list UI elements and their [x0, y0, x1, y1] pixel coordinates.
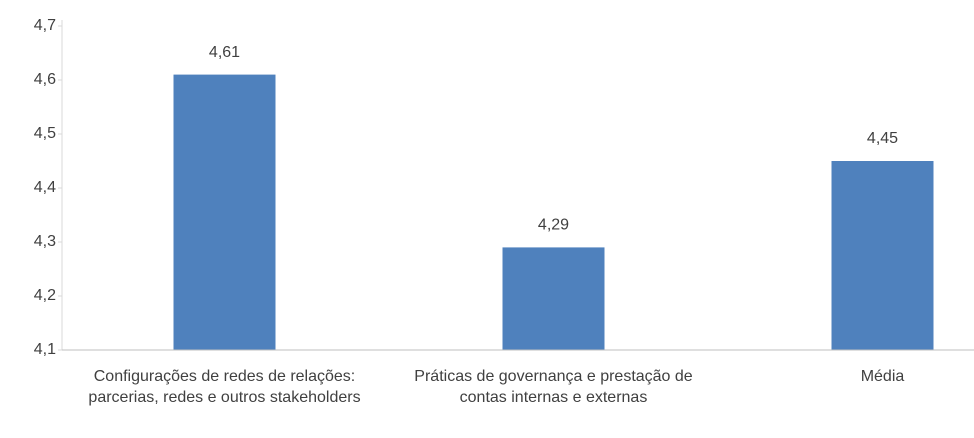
y-tick-label: 4,7	[34, 17, 56, 34]
y-tick-label: 4,6	[34, 71, 56, 88]
bar	[173, 74, 276, 350]
x-tick-label-box: Configurações de redes de relações: parc…	[88, 368, 361, 406]
y-tick-label: 4,5	[34, 125, 56, 142]
x-tick-label-box: Média	[860, 368, 905, 385]
x-tick-label: Média	[860, 368, 905, 385]
y-tick-label: 4,1	[34, 341, 56, 358]
y-tick-label: 4,4	[34, 179, 56, 196]
x-tick-label-box: Práticas de governança e prestação de co…	[414, 368, 693, 406]
data-label: 4,45	[867, 130, 898, 147]
bar	[831, 161, 934, 350]
x-tick-label: Práticas de governança e prestação de co…	[414, 368, 693, 406]
y-tick-label: 4,2	[34, 287, 56, 304]
y-tick-label: 4,3	[34, 233, 56, 250]
x-tick-label: Configurações de redes de relações: parc…	[88, 368, 361, 406]
bar	[502, 247, 605, 350]
data-label: 4,61	[209, 44, 240, 61]
data-label: 4,29	[538, 217, 569, 234]
